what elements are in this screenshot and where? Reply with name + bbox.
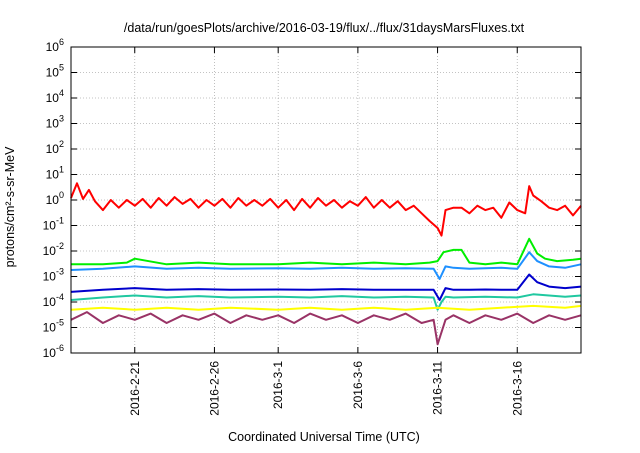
series-line-3 xyxy=(70,251,582,280)
x-tick-label: 2016-3-6 xyxy=(351,361,365,409)
x-ticks: 2016-2-21 2016-2-26 2016-3-1 2016-3-6 2016-3… xyxy=(128,47,524,416)
y-tick-label: 10-3 xyxy=(43,267,64,284)
series-line-4 xyxy=(70,273,582,301)
series-line-5 xyxy=(70,293,582,311)
chart-title: /data/run/goesPlots/archive/2016-03-19/f… xyxy=(124,21,525,35)
y-axis-label: protons/cm²-s-sr-MeV xyxy=(3,146,17,268)
series-line-1 xyxy=(70,182,582,237)
y-tick-label: 103 xyxy=(46,114,64,131)
y-tick-label: 100 xyxy=(46,190,64,207)
series-group xyxy=(70,182,582,346)
x-tick-label: 2016-3-16 xyxy=(510,361,524,416)
y-tick-label: 10-2 xyxy=(43,241,64,258)
x-tick-label: 2016-3-1 xyxy=(271,361,285,409)
series-line-7 xyxy=(70,311,582,346)
series-line-2 xyxy=(71,237,582,266)
y-tick-label: 10-4 xyxy=(43,292,64,309)
y-ticks: 10-6 10-5 10-4 10-3 10-2 10-1 100 101 102 103 104 1… xyxy=(43,37,581,360)
series-line-6 xyxy=(70,304,582,311)
y-tick-label: 105 xyxy=(46,63,64,80)
y-tick-label: 10-6 xyxy=(43,343,64,360)
y-tick-label: 10-5 xyxy=(43,318,64,335)
x-tick-label: 2016-2-21 xyxy=(128,361,142,416)
y-tick-label: 106 xyxy=(46,37,64,54)
y-tick-label: 102 xyxy=(46,139,64,156)
x-axis-label: Coordinated Universal Time (UTC) xyxy=(228,430,420,444)
grid xyxy=(71,47,581,353)
y-tick-label: 10-1 xyxy=(43,216,64,233)
y-tick-label: 101 xyxy=(46,165,64,182)
x-tick-label: 2016-2-26 xyxy=(207,361,221,416)
x-tick-label: 2016-3-11 xyxy=(431,361,445,415)
y-tick-label: 104 xyxy=(46,88,64,105)
